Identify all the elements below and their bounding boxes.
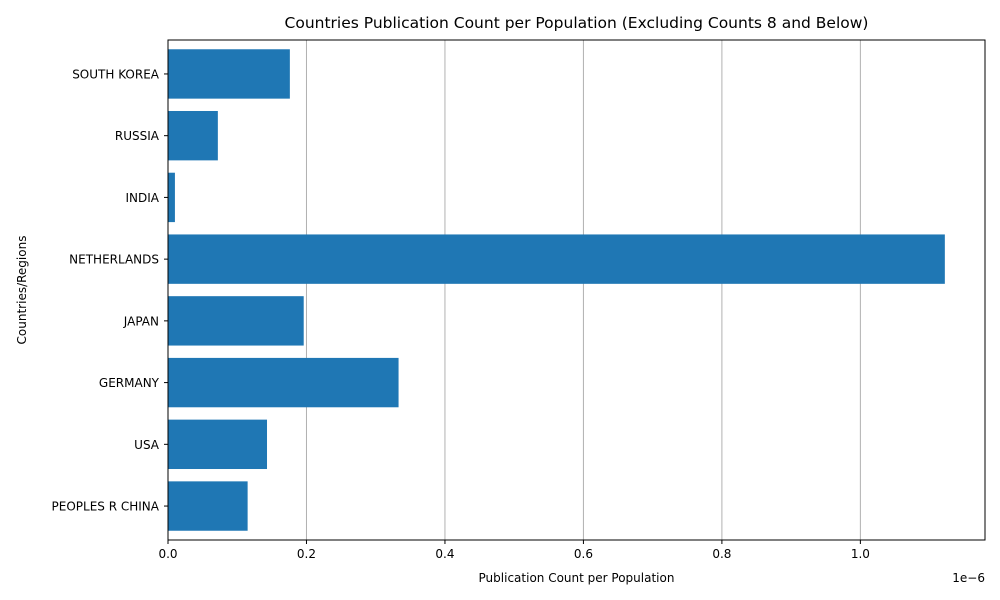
y-tick-label: JAPAN <box>123 314 159 328</box>
x-axis-label: Publication Count per Population <box>479 571 675 585</box>
y-ticks: PEOPLES R CHINA USA GERMANY JAPAN NETHERLAND… <box>52 67 168 514</box>
bars <box>168 49 945 531</box>
axes <box>167 39 986 541</box>
y-tick-label: SOUTH KOREA <box>72 67 160 81</box>
y-axis-label: Countries/Regions <box>15 236 29 345</box>
x-ticks: 0.0 0.2 0.4 0.6 0.8 1.0 <box>158 540 870 561</box>
bar <box>168 234 945 284</box>
x-tick-label: 0.4 <box>435 547 454 561</box>
chart-title: Countries Publication Count per Populati… <box>285 14 869 32</box>
y-tick-label: NETHERLANDS <box>69 253 159 267</box>
y-tick-label: INDIA <box>125 191 159 205</box>
bar <box>168 110 218 161</box>
x-tick-label: 0.2 <box>297 547 316 561</box>
y-tick-label: GERMANY <box>99 376 160 390</box>
y-tick-label: PEOPLES R CHINA <box>52 500 160 514</box>
x-tick-label: 1.0 <box>851 547 870 561</box>
bar <box>168 419 268 470</box>
x-tick-label: 0.0 <box>158 547 177 561</box>
x-axis-offset-label: 1e−6 <box>952 571 985 585</box>
x-tick-label: 0.6 <box>574 547 593 561</box>
bar <box>168 481 248 531</box>
bar <box>168 49 290 99</box>
y-tick-label: USA <box>134 438 160 452</box>
x-tick-label: 0.8 <box>712 547 731 561</box>
axes-frame <box>167 39 986 541</box>
bar <box>168 172 175 223</box>
bar <box>168 357 399 408</box>
gridlines <box>305 40 861 540</box>
bar <box>168 296 304 346</box>
y-tick-label: RUSSIA <box>115 129 160 143</box>
